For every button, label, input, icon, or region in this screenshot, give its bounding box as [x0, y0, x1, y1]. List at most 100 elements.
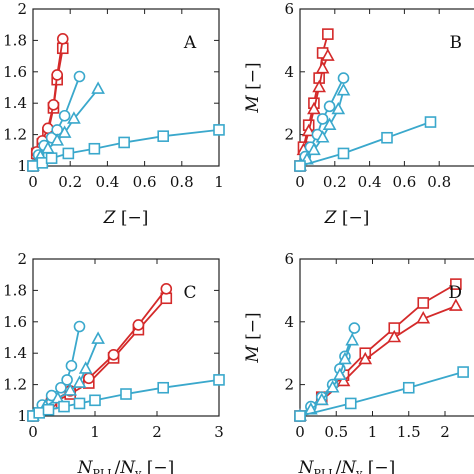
data-point-red-circle	[51, 69, 63, 81]
data-point-blue-square	[213, 124, 225, 136]
x-tick-label: 1	[214, 173, 224, 191]
data-point-blue-square	[62, 147, 75, 160]
data-point-blue-circle	[337, 72, 350, 84]
data-point-blue-triangle	[91, 331, 105, 344]
x-tick-label: 0.6	[133, 173, 157, 191]
data-point-blue-triangle	[63, 383, 78, 396]
x-tick-label: 0	[295, 423, 305, 441]
y-tick-label: 1.8	[3, 281, 27, 299]
data-point-blue-square	[73, 397, 86, 410]
x-tick-label: 0	[28, 423, 38, 441]
data-point-blue-triangle	[78, 361, 93, 374]
panel-letter: C	[183, 283, 196, 303]
data-point-blue-triangle	[307, 142, 321, 156]
x-tick-label: 0.4	[358, 173, 382, 191]
data-point-blue-circle	[55, 381, 67, 394]
data-point-blue-triangle	[57, 125, 72, 138]
data-point-blue-square	[120, 388, 132, 400]
data-point-blue-square	[344, 397, 357, 410]
x-tick-label: 0.6	[392, 173, 416, 191]
data-point-blue-square	[88, 142, 101, 155]
data-point-red-circle	[160, 283, 173, 295]
x-axis-label: NPLL/Nv [−]	[77, 458, 175, 474]
data-point-blue-square	[89, 394, 101, 407]
data-point-red-triangle	[449, 298, 463, 311]
data-point-blue-triangle	[322, 117, 337, 130]
panel-letter: B	[450, 33, 463, 53]
data-point-blue-square	[402, 381, 415, 394]
series-line-blue-square	[299, 121, 431, 167]
y-tick-label: 1.2	[3, 376, 27, 394]
y-tick-label: 1.4	[3, 344, 27, 362]
data-point-blue-triangle	[325, 380, 340, 393]
y-tick-label: 4	[284, 313, 294, 331]
series-group	[27, 283, 225, 422]
x-tick-label: 2	[440, 423, 450, 441]
data-point-blue-square	[58, 400, 70, 413]
data-point-blue-square	[213, 374, 225, 386]
data-point-red-triangle	[320, 48, 335, 61]
data-point-red-triangle	[358, 351, 373, 365]
x-tick-label: 0.8	[427, 173, 451, 191]
plot-frame	[299, 8, 474, 167]
data-point-blue-circle	[73, 70, 86, 83]
x-tick-label: 0	[28, 173, 38, 191]
data-point-blue-circle	[58, 109, 71, 122]
data-point-red-circle	[132, 319, 145, 331]
data-point-blue-triangle	[315, 130, 330, 143]
x-tick-label: 2	[152, 423, 162, 441]
y-tick-label: 6	[284, 0, 294, 18]
panel-d: 0 0.5 1 1.5 2 2 4 6 D NPLL/Nv [−] M [−]	[243, 250, 474, 474]
data-point-blue-triangle	[50, 133, 65, 146]
y-tick-label: 1	[17, 157, 27, 175]
x-tick-label: 0.8	[170, 173, 194, 191]
panel-letter: D	[448, 283, 462, 303]
data-point-blue-circle	[323, 100, 336, 113]
data-point-red-triangle	[307, 101, 321, 115]
data-point-blue-triangle	[314, 392, 329, 406]
x-tick-label: 1	[90, 423, 100, 441]
data-point-blue-square	[45, 152, 58, 164]
y-tick-label: 2	[284, 126, 294, 144]
y-axis-label: M [−]	[243, 312, 263, 363]
data-point-blue-square	[118, 136, 130, 149]
data-point-blue-triangle	[72, 375, 87, 388]
series-line-blue-square	[299, 371, 464, 417]
data-point-blue-square	[337, 147, 350, 160]
x-tick-label: 1	[368, 423, 378, 441]
y-tick-label: 4	[284, 63, 294, 81]
data-point-blue-triangle	[333, 367, 347, 380]
data-point-blue-triangle	[338, 351, 352, 365]
data-point-blue-triangle	[67, 111, 81, 124]
data-point-red-circle	[56, 33, 69, 45]
data-point-red-triangle	[301, 123, 316, 137]
data-point-blue-square	[294, 160, 306, 172]
plot-frame	[32, 258, 220, 417]
data-point-blue-square	[157, 130, 169, 142]
data-point-red-triangle	[387, 329, 402, 343]
x-tick-label: 0	[295, 173, 305, 191]
x-tick-label: 0.5	[324, 423, 348, 441]
data-point-red-circle	[42, 122, 54, 135]
series-group	[27, 33, 225, 172]
panel-letter: A	[183, 33, 197, 53]
data-point-blue-triangle	[91, 81, 105, 94]
data-point-red-triangle	[336, 373, 351, 387]
x-axis-label: Z [−]	[324, 208, 370, 228]
data-point-red-circle	[107, 348, 120, 361]
data-point-blue-square	[42, 403, 55, 416]
data-point-red-square	[322, 28, 334, 40]
y-tick-label: 2	[17, 0, 27, 18]
data-point-red-square	[450, 278, 462, 290]
panel-b: 0 0.2 0.4 0.6 0.8 2 4 6 B Z [−] M [−]	[243, 0, 474, 228]
data-point-red-triangle	[416, 310, 431, 324]
y-tick-label: 1.6	[3, 313, 27, 331]
y-tick-label: 1	[17, 407, 27, 425]
y-tick-label: 2	[284, 376, 294, 394]
data-point-blue-circle	[316, 113, 329, 125]
data-point-blue-circle	[65, 359, 78, 372]
plot-frame	[32, 8, 220, 167]
data-point-blue-triangle	[331, 101, 346, 115]
